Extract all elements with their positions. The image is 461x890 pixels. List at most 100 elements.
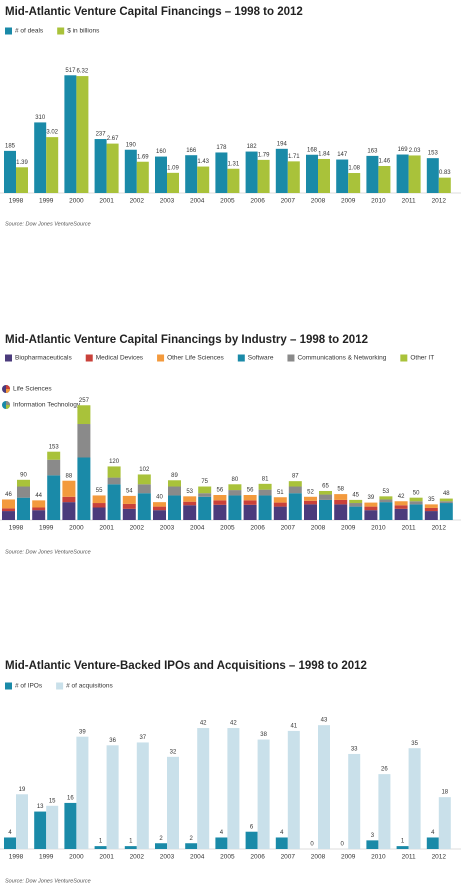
data-label: 56 [217,488,224,494]
data-label: 153 [49,444,60,450]
x-tick-label: 2009 [341,854,356,861]
data-label: 1.46 [379,159,391,165]
data-label: 89 [171,473,178,479]
bar [426,158,439,193]
data-label: 178 [216,145,227,151]
bar-segment [47,451,61,460]
data-label: 1.31 [228,161,240,167]
data-label: 2.03 [409,148,421,154]
data-label: 1.71 [288,154,300,160]
bar-segment [394,508,408,520]
data-label: 237 [96,132,107,138]
bar [106,745,119,849]
data-label: 50 [413,490,420,496]
bar-segment [409,501,423,505]
bar-segment [198,496,212,520]
data-label: 4 [220,830,224,836]
legend-label: Communications & Networking [297,355,386,362]
data-label: 4 [8,830,12,836]
bar [215,837,228,849]
x-tick-label: 2004 [190,854,205,861]
bar-segment [304,496,317,501]
bar-segment [364,510,378,520]
data-label: 190 [126,142,137,148]
bar-segment [288,481,302,487]
data-label: 35 [428,497,435,503]
bar-segment [243,504,257,520]
bar-segment [228,495,242,520]
legend-label: Other Life Sciences [167,355,224,362]
x-tick-label: 2004 [190,525,205,532]
bar [408,155,421,193]
bar-segment [107,466,121,478]
x-tick-label: 2002 [130,198,145,205]
x-tick-label: 1998 [9,198,24,205]
data-label: 1.39 [16,160,28,166]
bar-segment [213,495,227,501]
data-label: 42 [200,721,207,727]
bar-segment [153,506,166,511]
data-label: 53 [383,489,390,495]
bar-segment [168,480,181,487]
bar-segment [32,500,46,508]
bar [124,846,137,849]
x-tick-label: 2003 [160,525,175,532]
bar [155,156,167,193]
bar [318,158,330,193]
pie-icon-life-sciences [2,385,10,393]
data-label: 1.79 [258,152,270,158]
bar-segment [258,489,272,496]
bar-segment [62,480,76,497]
bar-segment [62,502,76,520]
bar-segment [47,459,61,476]
bar-segment [77,405,91,425]
bar-segment [17,479,30,487]
data-label: 163 [367,148,378,154]
legend-swatch [5,27,12,35]
x-tick-label: 2001 [99,854,114,861]
source-note: Source: Dow Jones VentureSource [5,549,91,555]
data-label: 52 [307,489,314,495]
bar [396,846,409,849]
x-tick-label: 2007 [281,525,296,532]
x-tick-label: 2001 [99,198,114,205]
data-label: 54 [126,488,133,494]
legend-swatch [237,354,245,362]
data-label: 65 [322,484,329,490]
group-label: Information Technology [13,402,81,409]
data-label: 53 [186,489,193,495]
data-label: 75 [201,479,208,485]
data-label: 1.43 [197,159,209,165]
data-label: 87 [292,474,299,480]
bar [318,725,330,849]
data-label: 147 [337,152,348,158]
bar-segment [77,424,91,458]
x-tick-label: 2006 [250,525,265,532]
data-label: 40 [156,495,163,501]
legend-swatch [85,354,93,362]
data-label: 169 [398,147,409,153]
bar-segment [349,506,363,520]
bar-segment [334,494,348,500]
legend-swatch [5,682,12,690]
legend-label: Software [248,355,274,362]
legend-swatch [287,354,295,362]
bar [185,843,198,849]
bar [197,728,210,849]
x-tick-label: 2010 [371,525,386,532]
data-label: 2 [159,836,163,842]
bar-segment [32,510,46,520]
x-tick-label: 2005 [220,198,235,205]
x-tick-label: 1999 [39,854,54,861]
data-label: 6 [250,824,254,830]
data-label: 56 [247,488,254,494]
bar [227,168,240,193]
bar [348,173,361,193]
data-label: 81 [262,476,269,482]
data-label: 42 [398,494,405,500]
bar [245,151,258,193]
bar [64,802,77,849]
x-tick-label: 2000 [69,854,84,861]
legend-label: Medical Devices [96,355,144,362]
